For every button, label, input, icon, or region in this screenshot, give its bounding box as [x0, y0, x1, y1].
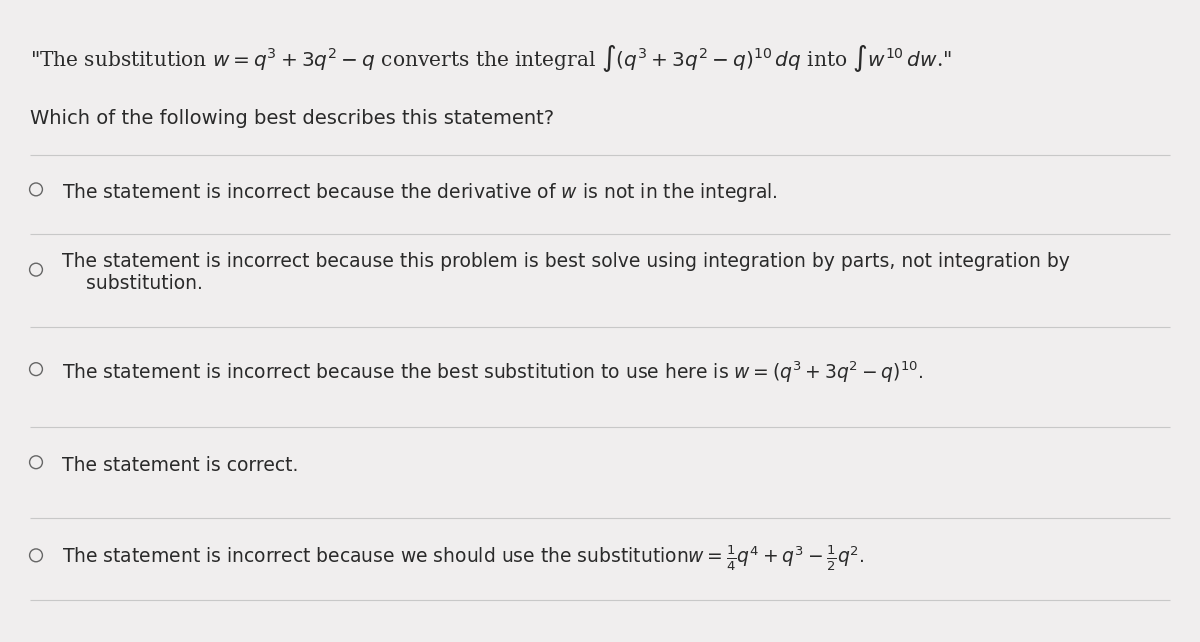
Text: The statement is correct.: The statement is correct. [62, 456, 299, 475]
Text: Which of the following best describes this statement?: Which of the following best describes th… [30, 109, 554, 128]
Text: The statement is incorrect because the derivative of $w$ is not in the integral.: The statement is incorrect because the d… [62, 181, 779, 204]
Text: The statement is incorrect because this problem is best solve using integration : The statement is incorrect because this … [62, 252, 1070, 293]
Text: "The substitution $w = q^3 + 3q^2 - q$ converts the integral $\int (q^3 + 3q^2 -: "The substitution $w = q^3 + 3q^2 - q$ c… [30, 42, 952, 74]
Text: The statement is incorrect because the best substitution to use here is $w = (q^: The statement is incorrect because the b… [62, 360, 924, 385]
Text: The statement is incorrect because we should use the substitution$w = \frac{1}{4: The statement is incorrect because we sh… [62, 544, 865, 573]
